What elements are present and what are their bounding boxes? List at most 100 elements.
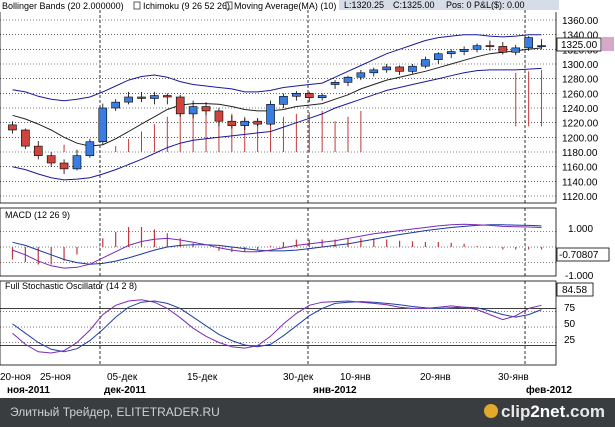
macd-tick-neg: -1.000: [565, 271, 594, 282]
candle-body: [33, 145, 43, 156]
candle-body: [227, 120, 237, 126]
candle-body: [163, 95, 172, 98]
bollinger-lower-line: [12, 67, 542, 181]
candle: [21, 128, 30, 150]
month-feb-2012: фев-2012: [526, 384, 572, 396]
candle: [188, 100, 198, 119]
footer-text[interactable]: Элитный Трейдер, ELITETRADER.RU: [10, 405, 220, 419]
candle-body: [292, 93, 301, 97]
candle-body: [421, 59, 430, 67]
candle: [33, 141, 43, 160]
candle: [279, 93, 288, 108]
candle-body: [279, 95, 288, 105]
price-tick-label: 1220.00: [562, 119, 599, 130]
candles: [8, 36, 546, 174]
candle-body: [240, 120, 250, 126]
macd-signal-line: [12, 224, 542, 265]
date-30-jan: 30-янв: [498, 372, 529, 383]
candle: [485, 40, 495, 51]
price-tick-label: 1200.00: [562, 133, 599, 144]
candle-body: [266, 104, 275, 125]
stoch-d-line: [12, 300, 542, 353]
candle-body: [111, 101, 120, 109]
candle: [343, 75, 353, 86]
candle-body: [330, 82, 340, 85]
candle-body: [498, 46, 508, 53]
price-tick-label: 1120.00: [562, 192, 598, 203]
date-axis: 20-ноя 25-ноя 05-дек 15-дек 30-дек 10-ян…: [0, 372, 572, 396]
candle: [150, 91, 159, 105]
low-readout: L:1320.25: [344, 0, 384, 10]
price-panel[interactable]: [0, 9, 557, 204]
stoch-panel[interactable]: [0, 280, 557, 366]
price-tick-label: 1360.00: [562, 16, 599, 27]
bollinger-bands: [12, 34, 542, 181]
price-tick-label: 1140.00: [562, 177, 598, 188]
candle: [498, 42, 508, 55]
candle: [253, 118, 262, 127]
candle-body: [369, 69, 379, 74]
candle: [8, 121, 17, 134]
candle-body: [434, 53, 443, 60]
candle: [175, 94, 185, 117]
stoch-series: [12, 299, 542, 354]
candle-body: [8, 124, 17, 131]
candle-body: [317, 95, 327, 99]
candle-body: [21, 129, 30, 147]
candle-body: [72, 155, 82, 170]
stoch-k-line: [12, 299, 542, 354]
date-20-jan: 20-янв: [420, 372, 451, 383]
date-20-nov: 20-ноя: [0, 372, 31, 383]
pnl-readout: Pos: 0 P&L($): 0.00: [446, 0, 525, 10]
price-tick-label: 1160.00: [562, 163, 598, 174]
macd-panel[interactable]: [0, 207, 557, 277]
candle-body: [472, 45, 482, 50]
candle-body: [98, 107, 108, 143]
price-tick-label: 1280.00: [562, 75, 599, 86]
candle-body: [537, 45, 546, 47]
price-tick-label: 1300.00: [562, 60, 599, 71]
candle: [266, 100, 275, 126]
candle: [446, 49, 456, 59]
clip2net-logo[interactable]: clip2net.com: [484, 402, 605, 422]
ma-line: [12, 47, 542, 147]
candle-body: [46, 155, 56, 164]
candle-body: [356, 72, 366, 78]
candle: [98, 103, 108, 145]
candle: [317, 93, 327, 101]
candle: [240, 118, 250, 130]
candle: [511, 44, 521, 56]
stoch-tick-50: 50: [564, 319, 576, 330]
candle: [434, 52, 443, 64]
candle-body: [485, 45, 495, 47]
month-nov-2011: ноя-2011: [7, 385, 50, 396]
ma-legend: Moving Average(MA) (10): [234, 1, 336, 11]
bollinger-legend: Bollinger Bands (20 2.000000): [2, 1, 124, 11]
brand-part-a: clip: [501, 402, 531, 421]
stoch-tick-75: 75: [564, 303, 576, 314]
macd-tick-pos: 1.000: [568, 224, 593, 235]
candle-body: [524, 37, 533, 49]
candle-body: [304, 93, 314, 99]
candle: [137, 91, 146, 103]
candle: [459, 46, 469, 56]
candle: [214, 108, 224, 127]
price-tick-label: 1240.00: [562, 104, 599, 115]
macd-series: [11, 223, 543, 269]
date-15-dec: 15-дек: [187, 372, 218, 383]
candle: [59, 159, 69, 174]
candle: [330, 80, 340, 89]
candle: [85, 138, 95, 158]
price-tick-label: 1180.00: [562, 148, 598, 159]
candle-body: [150, 95, 159, 99]
candle: [304, 91, 314, 103]
ichimoku-legend: Ichimoku (9 26 52 26): [143, 1, 230, 11]
date-10-jan: 10-янв: [340, 372, 371, 383]
candle: [292, 91, 301, 101]
date-25-nov: 25-ноя: [40, 372, 71, 383]
price-current-label: 1325.00: [561, 40, 598, 51]
month-dec-2011: дек-2011: [104, 385, 146, 396]
candle-body: [395, 66, 404, 72]
candle-body: [175, 96, 185, 115]
